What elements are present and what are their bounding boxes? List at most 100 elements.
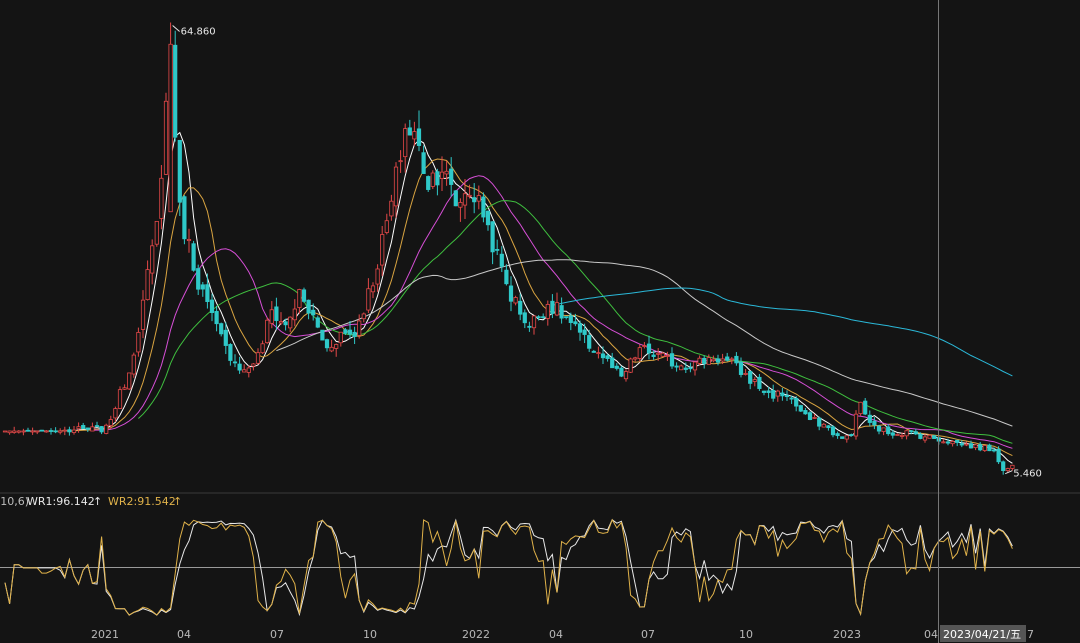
candle xyxy=(973,444,978,451)
candle xyxy=(817,416,822,431)
x-tick-label: 2023 xyxy=(833,628,861,641)
x-tick-label: 07 xyxy=(270,628,284,641)
candle xyxy=(752,376,757,387)
candle xyxy=(527,321,532,332)
wr2-line xyxy=(4,518,1013,616)
max-annotation-pointer xyxy=(172,25,180,32)
candle xyxy=(90,422,95,432)
candle xyxy=(412,121,417,146)
candle xyxy=(761,390,767,396)
candle xyxy=(577,320,583,341)
candle xyxy=(260,340,265,354)
x-tick-label: 2022 xyxy=(462,628,490,641)
candle xyxy=(361,312,366,323)
candle xyxy=(269,301,274,329)
candle xyxy=(596,346,601,359)
candle xyxy=(683,362,688,374)
candle xyxy=(375,264,380,292)
x-tick-label: 07 xyxy=(641,628,655,641)
candle xyxy=(237,356,242,374)
candle xyxy=(766,386,771,399)
crosshair-date-bg xyxy=(940,625,1026,642)
candle xyxy=(646,335,652,360)
candle xyxy=(564,316,569,320)
candle xyxy=(25,427,31,432)
candle xyxy=(71,426,77,435)
candle xyxy=(628,357,633,374)
candle xyxy=(292,299,297,327)
candle xyxy=(462,178,468,219)
candle xyxy=(131,352,136,378)
candle xyxy=(108,415,113,430)
candle xyxy=(398,150,403,173)
ma6-line xyxy=(552,287,1013,377)
wr1-arrow: ↑ xyxy=(93,495,102,508)
candle xyxy=(30,427,35,435)
candle xyxy=(692,361,698,376)
candle xyxy=(729,356,734,365)
ma2-line xyxy=(46,158,1013,457)
candle xyxy=(794,396,799,412)
candle xyxy=(881,427,886,436)
candle xyxy=(922,433,928,443)
candle xyxy=(688,362,693,373)
candle xyxy=(145,260,150,301)
candle xyxy=(743,369,748,376)
candle xyxy=(163,92,169,176)
candle xyxy=(651,350,656,360)
candle xyxy=(186,228,192,253)
candle xyxy=(706,354,711,365)
candle xyxy=(232,354,238,368)
candle xyxy=(495,239,500,256)
candle xyxy=(177,139,182,216)
candle xyxy=(904,430,909,440)
candle xyxy=(702,355,707,369)
candlesticks xyxy=(2,22,1015,475)
candle xyxy=(909,430,914,435)
ma1-line xyxy=(23,131,1013,464)
candle xyxy=(840,436,845,439)
candle xyxy=(697,355,702,366)
candle xyxy=(775,389,780,402)
min-annotation: 5.460 xyxy=(1013,469,1042,480)
candle xyxy=(182,195,187,245)
candle xyxy=(416,110,422,152)
candle xyxy=(168,22,173,213)
candle xyxy=(127,372,132,390)
candle xyxy=(619,365,624,378)
candle xyxy=(430,170,435,190)
ma3-line xyxy=(92,175,1013,449)
candle xyxy=(720,353,725,365)
candle xyxy=(853,410,859,440)
candle xyxy=(987,443,992,452)
candle xyxy=(334,343,339,357)
candle xyxy=(771,384,776,402)
candle xyxy=(53,427,58,434)
candle xyxy=(991,447,997,453)
candle xyxy=(807,411,813,421)
candle xyxy=(725,352,730,362)
candle xyxy=(844,435,849,443)
candle xyxy=(849,433,854,437)
crosshair-date-label: 2023/04/21/五 xyxy=(943,628,1021,641)
candle xyxy=(858,401,863,416)
candle xyxy=(821,422,826,428)
candle xyxy=(343,328,348,336)
candle xyxy=(748,370,753,390)
candle xyxy=(955,439,960,447)
candle xyxy=(7,430,12,435)
wr2-label: WR2:91.542 xyxy=(108,495,176,508)
candle xyxy=(357,314,362,339)
candle xyxy=(283,318,288,331)
candle xyxy=(449,157,454,197)
x-tick-label: 10 xyxy=(363,628,377,641)
candle xyxy=(62,426,67,436)
candle xyxy=(605,353,610,362)
candle xyxy=(508,276,514,312)
candle xyxy=(85,427,90,433)
candle xyxy=(674,362,679,372)
candle xyxy=(738,357,744,378)
candle xyxy=(205,273,210,309)
candle xyxy=(16,430,21,434)
